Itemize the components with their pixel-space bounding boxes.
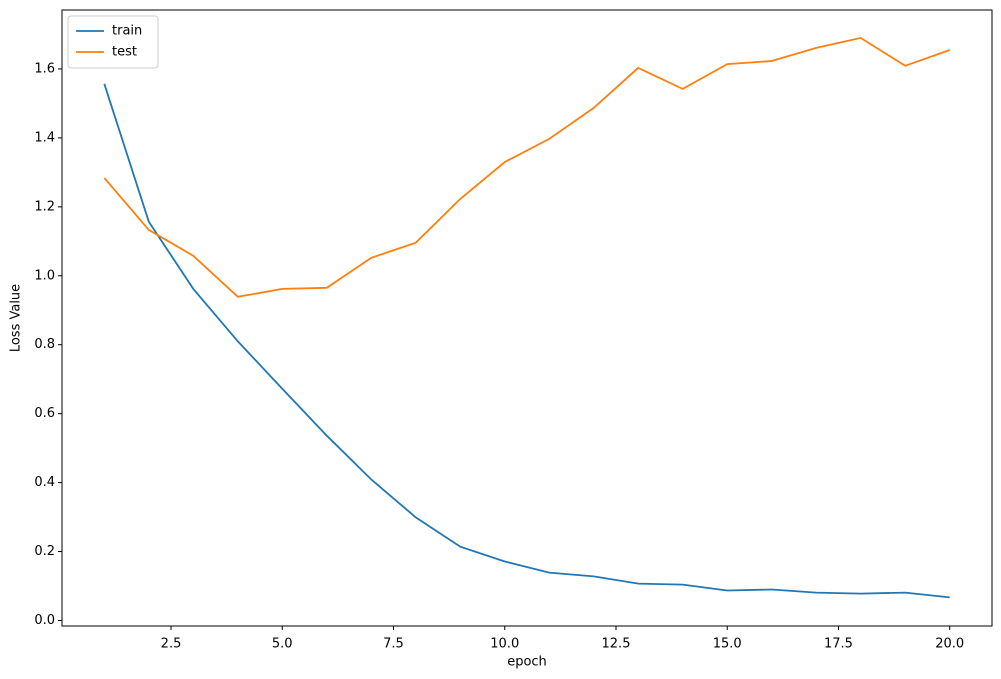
y-tick-label: 1.0 (34, 268, 55, 283)
x-tick-label: 5.0 (272, 637, 293, 652)
legend-label: test (112, 45, 137, 60)
y-tick-label: 0.2 (34, 544, 55, 559)
line-series (103, 36, 951, 298)
y-tick-label: 1.4 (34, 130, 55, 145)
legend: train test (67, 15, 159, 69)
legend-label: train (112, 24, 142, 39)
y-tick-label: 0.8 (34, 337, 55, 352)
x-tick-label: 10.0 (490, 637, 519, 652)
y-tick-label: 0.4 (34, 475, 55, 490)
line-series (103, 83, 950, 599)
y-tick-label: 1.6 (34, 61, 55, 76)
x-tick-label: 2.5 (161, 637, 182, 652)
x-tick-label: 15.0 (713, 637, 742, 652)
y-tick-label: 1.2 (34, 199, 55, 214)
y-axis-label: Loss Value (9, 284, 24, 352)
y-tick-label: 0.6 (34, 406, 55, 421)
x-tick-label: 20.0 (935, 637, 964, 652)
y-tick-label: 0.0 (34, 613, 55, 628)
legend-box (67, 15, 159, 69)
x-tick-label: 7.5 (383, 637, 404, 652)
x-tick-label: 17.5 (824, 637, 853, 652)
plot-frame (61, 9, 993, 627)
x-axis-label: epoch (507, 655, 547, 670)
x-tick-label: 12.5 (602, 637, 631, 652)
